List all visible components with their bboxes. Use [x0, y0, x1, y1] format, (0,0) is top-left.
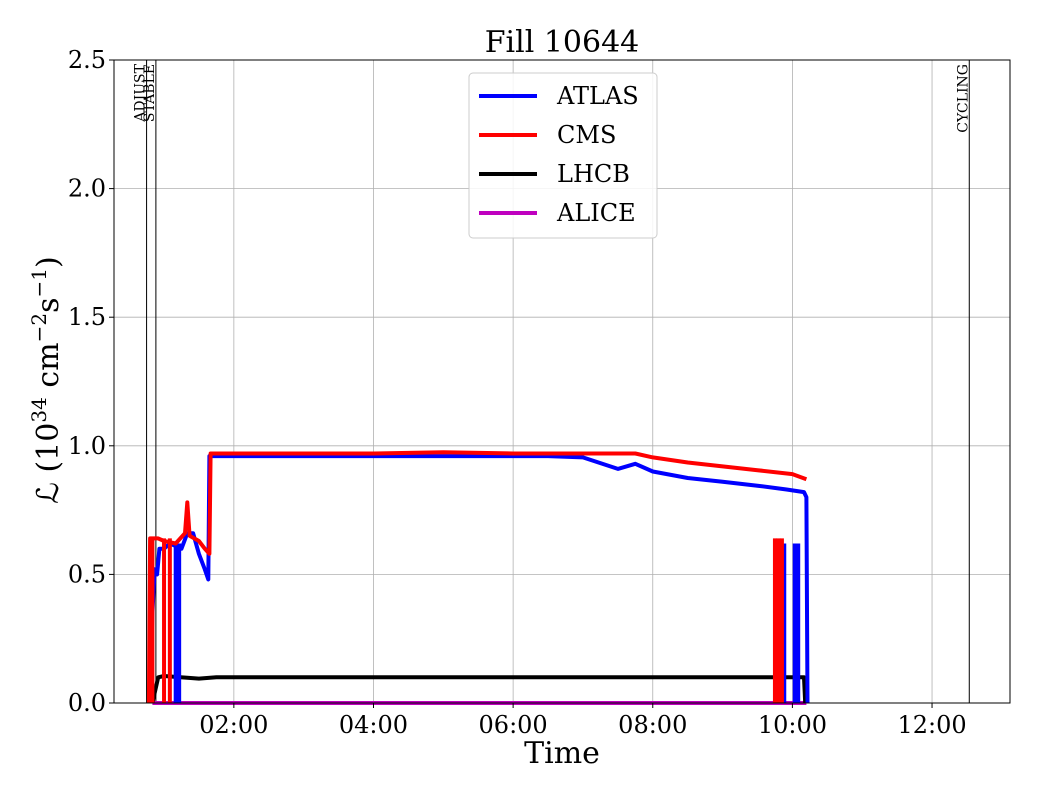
- y-axis-label-exp2: −2: [27, 313, 51, 342]
- series-layer: [146, 450, 810, 705]
- chart-title: Fill 10644: [485, 25, 640, 60]
- legend-label-cms: CMS: [557, 121, 616, 149]
- x-tick-label: 02:00: [199, 711, 268, 739]
- y-axis-label-exp3: −1: [27, 268, 51, 297]
- x-tick-label: 12:00: [897, 711, 966, 739]
- legend-box: [468, 72, 658, 239]
- y-tick-label: 2.0: [68, 175, 106, 203]
- y-axis-label-main: ℒ (10: [31, 423, 66, 504]
- tick-layer: 02:00 04:00 06:00 08:00 10:00 12:00 0.0 0.5 1.0 1…: [68, 46, 967, 739]
- legend-label-alice: ALICE: [556, 199, 636, 227]
- x-axis-label: Time: [524, 736, 600, 771]
- y-axis-label: ℒ (1034 cm−2s−1): [27, 256, 66, 503]
- series-line-cms: [146, 450, 808, 704]
- legend: ATLAS CMS LHCB ALICE: [468, 72, 658, 239]
- x-tick-label: 10:00: [758, 711, 827, 739]
- y-axis-label-exp1: 34: [27, 397, 51, 422]
- y-tick-label: 0.5: [68, 560, 106, 588]
- y-tick-label: 1.5: [68, 303, 106, 331]
- plot-frame: [113, 59, 1011, 704]
- y-tick-label: 1.0: [68, 432, 106, 460]
- series-line-atlas: [148, 454, 810, 704]
- x-tick-label: 06:00: [479, 711, 548, 739]
- mode-marker-label: ADJUST: [133, 63, 149, 122]
- x-tick-label: 04:00: [339, 711, 408, 739]
- series-line-lhcb: [150, 674, 808, 704]
- mode-marker-label: CYCLING: [955, 64, 971, 133]
- mode-marker-label: STABLE: [142, 64, 158, 122]
- y-tick-label: 2.5: [68, 46, 106, 74]
- y-tick-label: 0.0: [68, 689, 106, 717]
- y-axis-label-end: ): [31, 256, 66, 268]
- x-tick-label: 08:00: [618, 711, 687, 739]
- y-axis-label-mid2: s: [31, 298, 66, 313]
- legend-label-atlas: ATLAS: [556, 82, 639, 110]
- y-axis-label-mid: cm: [31, 342, 66, 397]
- legend-label-lhcb: LHCB: [557, 160, 630, 188]
